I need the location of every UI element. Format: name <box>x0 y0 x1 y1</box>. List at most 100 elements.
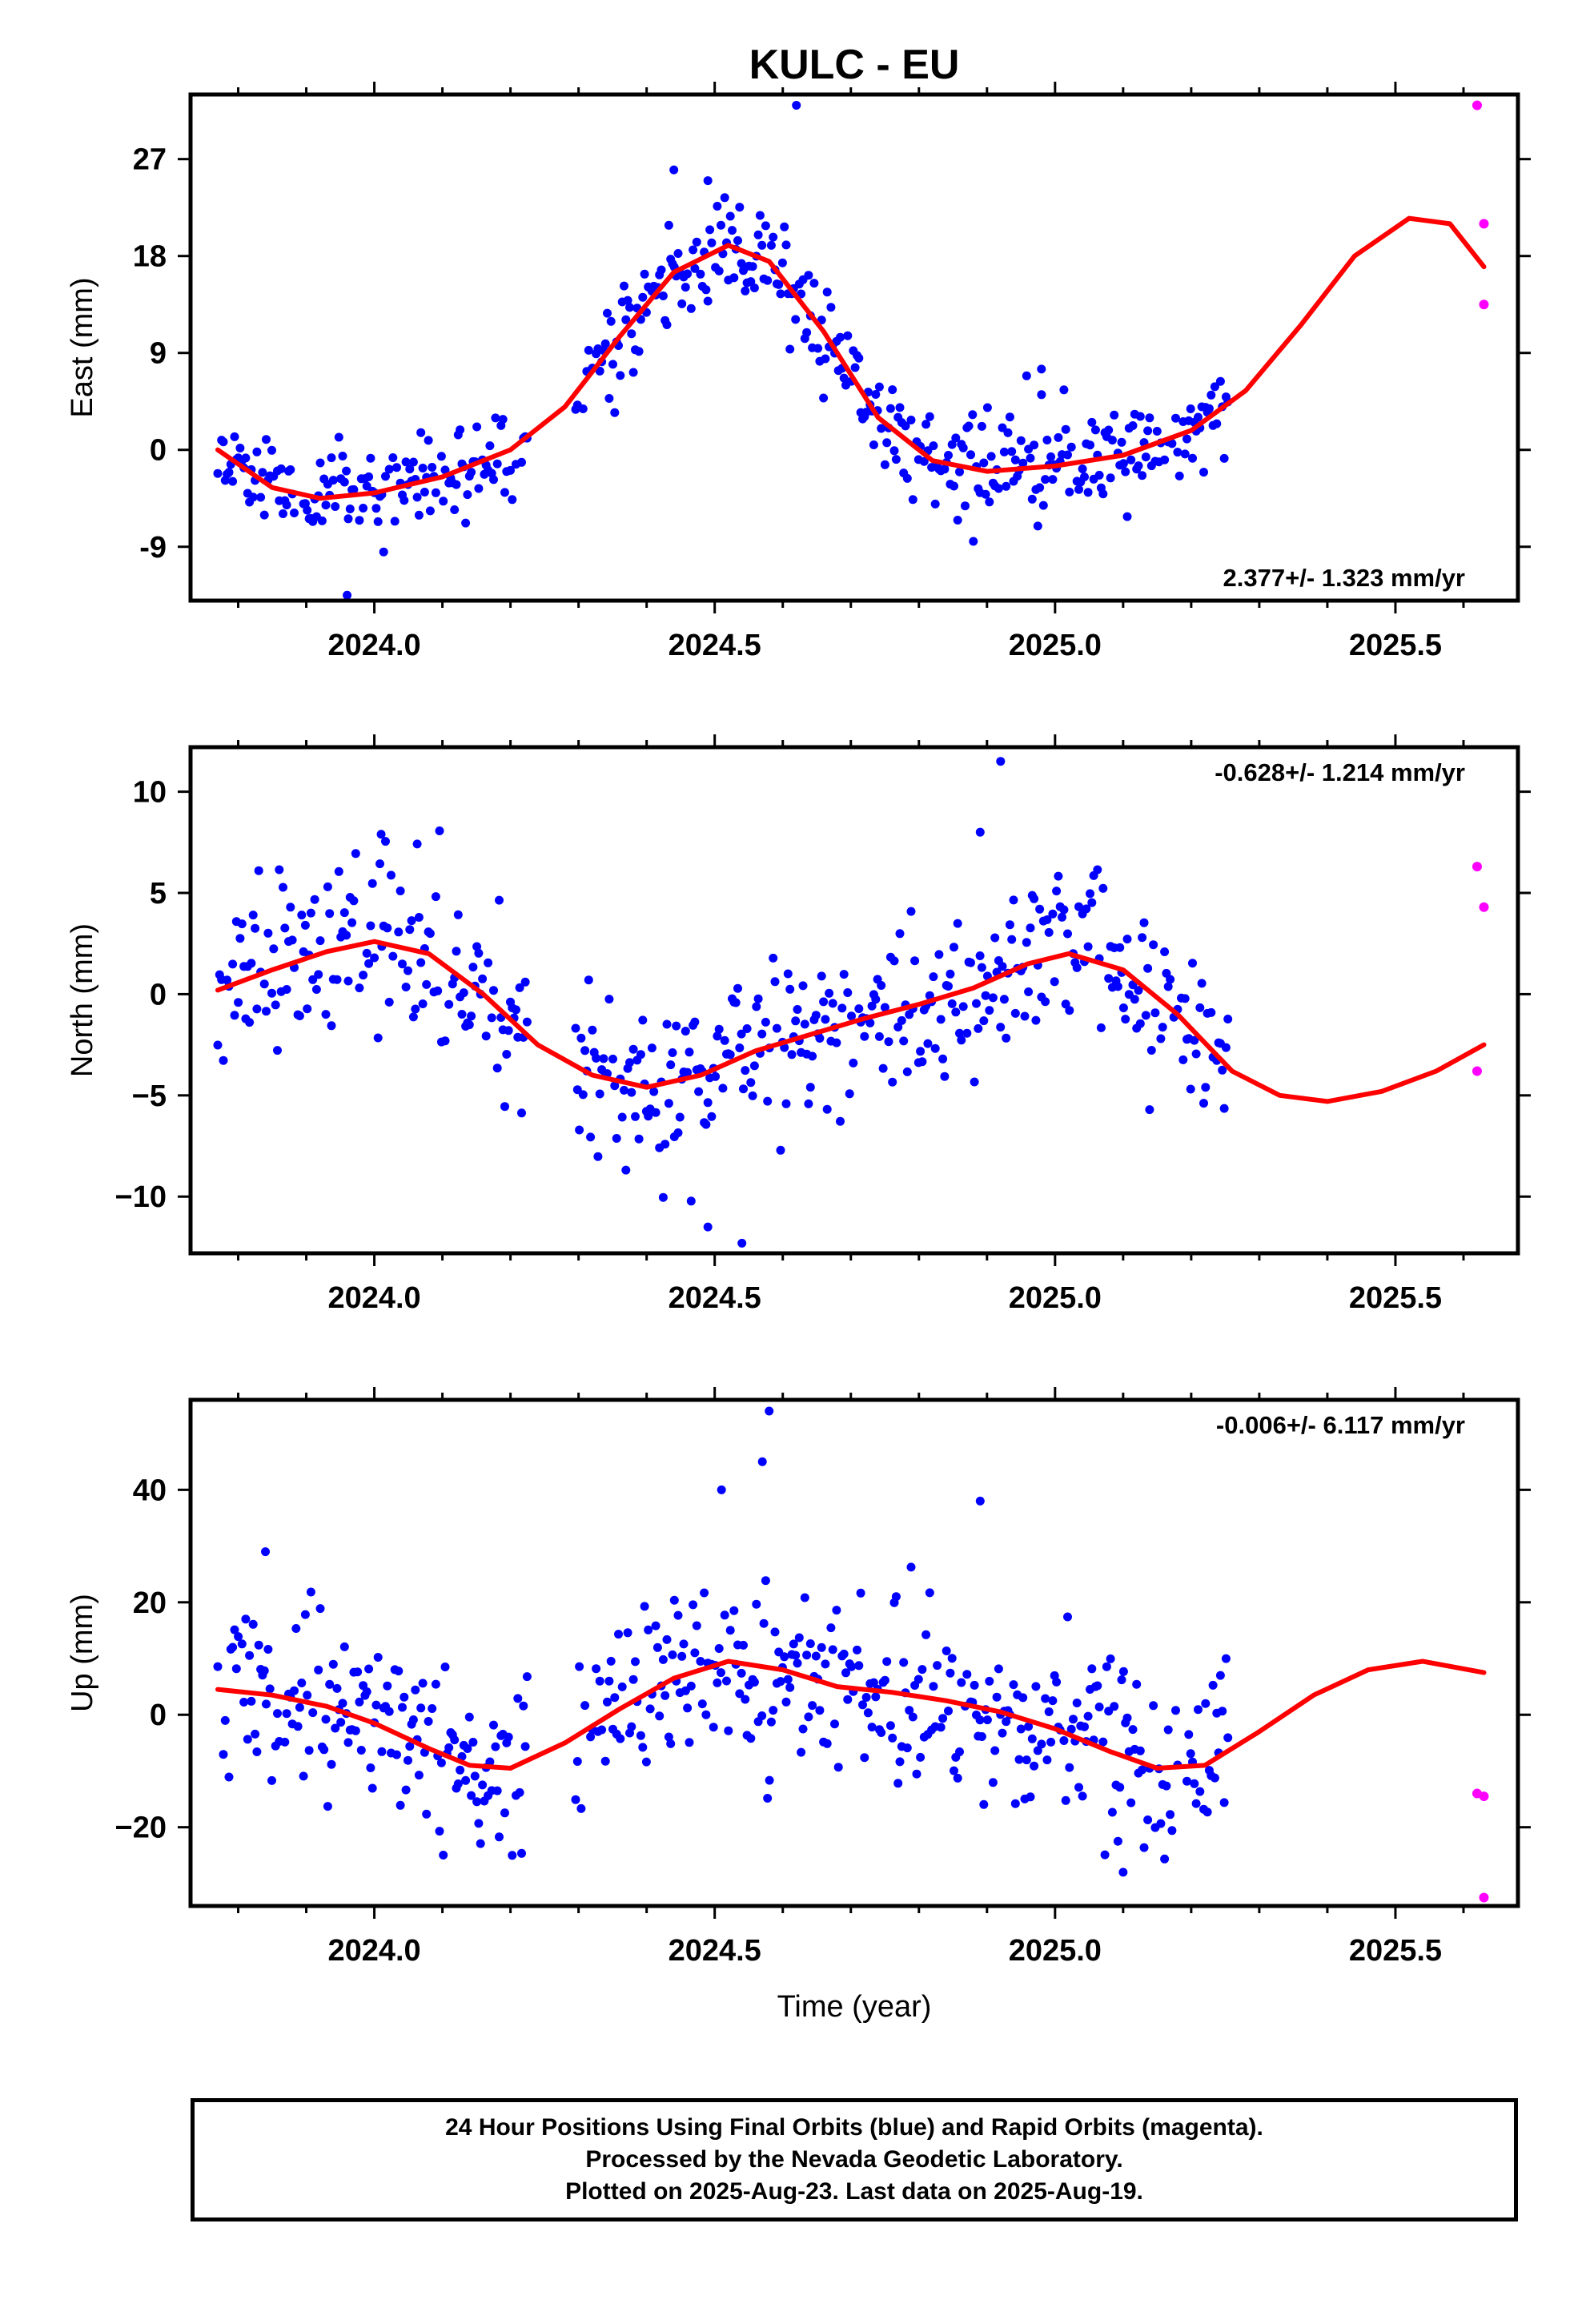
final-point <box>902 473 912 483</box>
rapid-orbit-points <box>1472 100 1489 310</box>
final-point <box>880 1003 889 1012</box>
y-tick-label: 18 <box>133 240 167 274</box>
final-point <box>1135 412 1145 421</box>
final-point <box>404 966 412 975</box>
final-point <box>888 1733 897 1743</box>
final-point <box>1197 979 1207 988</box>
final-point <box>364 1664 374 1674</box>
final-point <box>994 1664 1003 1674</box>
final-point <box>282 985 291 994</box>
final-point <box>962 1670 972 1679</box>
final-point <box>897 1015 906 1025</box>
final-point <box>425 506 435 516</box>
final-point <box>401 983 411 991</box>
final-point <box>273 1709 282 1719</box>
final-point <box>282 501 291 510</box>
final-point <box>420 488 429 497</box>
final-point <box>974 1023 983 1033</box>
final-point <box>1014 1755 1024 1764</box>
final-point <box>405 464 415 474</box>
final-point <box>713 1678 722 1687</box>
final-point <box>677 299 687 308</box>
final-point <box>1135 1746 1145 1755</box>
final-point <box>362 948 371 958</box>
final-point <box>720 1035 729 1045</box>
final-point <box>916 1752 926 1762</box>
final-point <box>785 344 795 354</box>
final-point <box>865 1018 875 1027</box>
final-point <box>248 911 258 920</box>
final-point <box>453 910 463 919</box>
final-point <box>921 420 931 429</box>
final-point <box>625 303 634 312</box>
final-point <box>944 451 953 460</box>
final-point <box>1038 501 1048 510</box>
final-point <box>456 1765 465 1775</box>
final-point <box>280 923 290 933</box>
final-point <box>355 516 364 525</box>
final-point <box>1030 1761 1039 1771</box>
final-point <box>1188 453 1197 463</box>
final-point <box>791 1651 801 1660</box>
final-point <box>1010 1799 1020 1808</box>
final-point <box>1126 455 1136 464</box>
final-point <box>950 481 958 491</box>
final-point <box>955 467 964 476</box>
final-point <box>658 1192 668 1202</box>
final-point <box>339 477 349 487</box>
final-point <box>689 245 698 255</box>
final-point <box>930 1043 940 1053</box>
final-point <box>769 953 778 963</box>
final-point <box>981 489 990 499</box>
final-point <box>1178 1055 1188 1064</box>
final-point <box>367 1783 377 1793</box>
final-point <box>717 220 725 230</box>
final-point <box>749 1678 759 1687</box>
final-point <box>481 1031 491 1041</box>
final-point <box>603 1697 612 1707</box>
final-point <box>1061 424 1070 434</box>
final-point <box>953 1773 962 1783</box>
final-point <box>614 1630 623 1639</box>
final-point <box>917 1057 927 1067</box>
final-point <box>696 269 705 279</box>
final-point <box>308 975 318 984</box>
final-point <box>371 504 381 513</box>
final-point <box>1066 442 1076 452</box>
final-point <box>839 1649 849 1659</box>
final-point <box>759 1618 769 1628</box>
final-point <box>718 1084 728 1093</box>
final-point <box>696 1657 705 1666</box>
final-point <box>961 501 970 511</box>
final-point <box>966 450 975 460</box>
final-point <box>1174 471 1184 480</box>
final-point <box>957 1678 966 1687</box>
final-point <box>1186 404 1195 413</box>
final-point <box>867 1001 877 1011</box>
final-point <box>944 1707 953 1715</box>
final-point <box>933 1661 942 1671</box>
final-point <box>703 176 713 186</box>
final-point <box>946 969 955 979</box>
final-point <box>513 1694 523 1703</box>
final-point <box>334 432 343 442</box>
final-point <box>950 1766 958 1775</box>
final-point <box>308 1708 318 1718</box>
final-point <box>968 410 978 420</box>
final-point <box>802 328 812 337</box>
final-point <box>800 1019 809 1029</box>
final-point <box>1098 883 1108 893</box>
final-point <box>1223 1733 1233 1743</box>
final-point <box>947 1654 957 1663</box>
final-point <box>522 1672 532 1682</box>
final-point <box>913 1675 923 1684</box>
final-point <box>219 437 228 447</box>
final-point <box>384 464 394 474</box>
final-point <box>979 1016 989 1026</box>
final-point <box>300 920 310 930</box>
final-point <box>1115 943 1125 952</box>
rapid-orbit-points <box>1472 1788 1489 1903</box>
final-point <box>919 456 929 466</box>
final-point <box>733 983 742 993</box>
final-point <box>315 936 325 946</box>
